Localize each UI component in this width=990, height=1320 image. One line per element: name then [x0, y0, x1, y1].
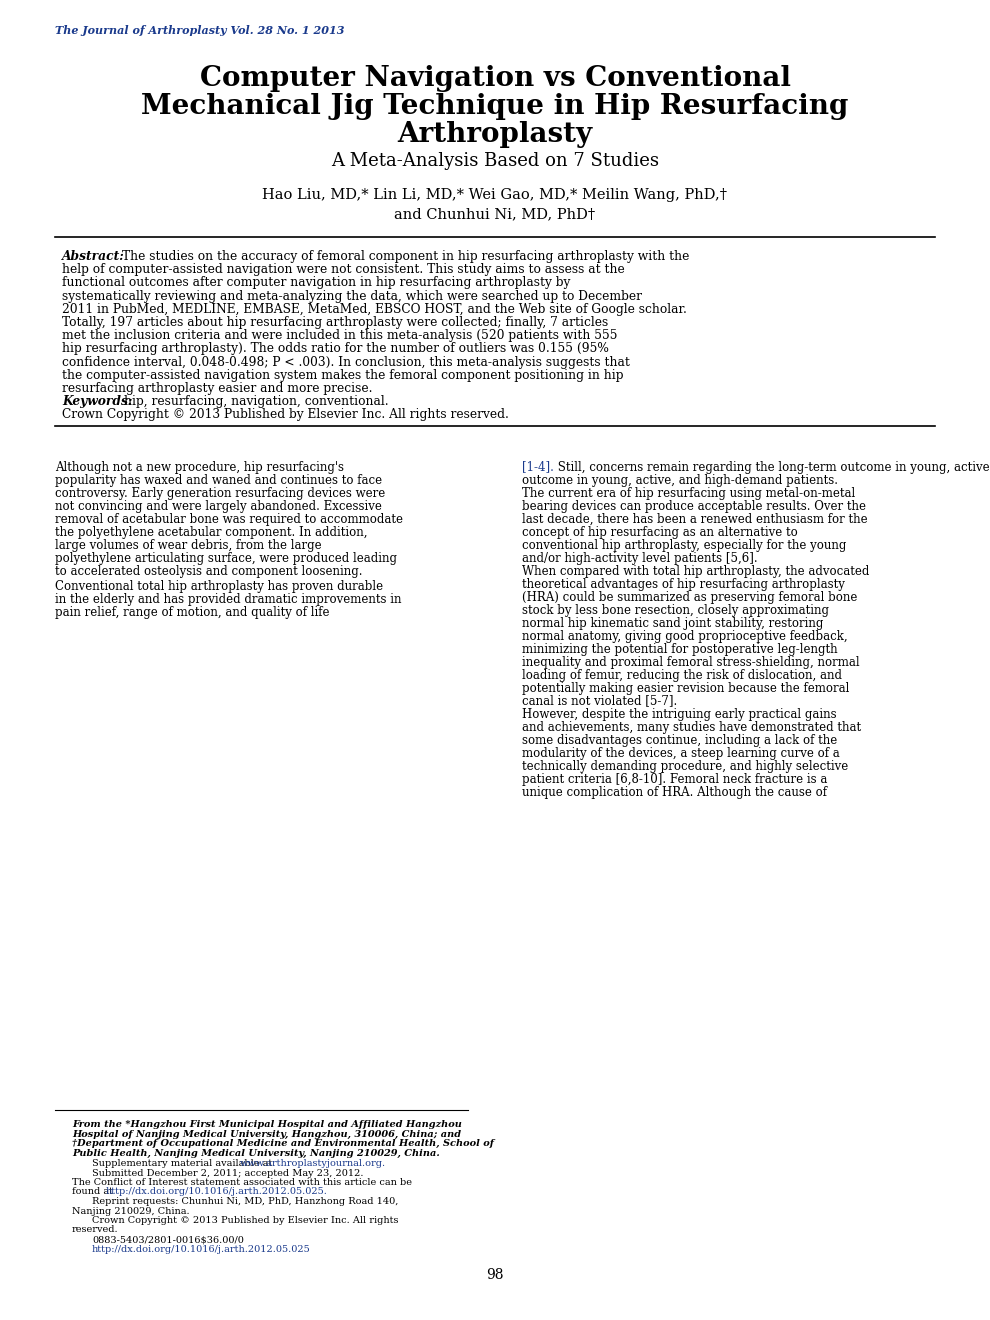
Text: Public Health, Nanjing Medical University, Nanjing 210029, China.: Public Health, Nanjing Medical Universit…	[72, 1148, 440, 1158]
Text: Submitted December 2, 2011; accepted May 23, 2012.: Submitted December 2, 2011; accepted May…	[92, 1168, 363, 1177]
Text: Although not a new procedure, hip resurfacing's: Although not a new procedure, hip resurf…	[55, 461, 344, 474]
Text: and/or high-activity level patients [5,6].: and/or high-activity level patients [5,6…	[522, 552, 757, 565]
Text: (HRA) could be summarized as preserving femoral bone: (HRA) could be summarized as preserving …	[522, 590, 857, 603]
Text: outcome in young, active, and high-demand patients.: outcome in young, active, and high-deman…	[522, 474, 838, 487]
Text: the computer-assisted navigation system makes the femoral component positioning : the computer-assisted navigation system …	[62, 368, 624, 381]
Text: conventional hip arthroplasty, especially for the young: conventional hip arthroplasty, especiall…	[522, 539, 846, 552]
Text: modularity of the devices, a steep learning curve of a: modularity of the devices, a steep learn…	[522, 747, 840, 759]
Text: www.arthroplastyjournal.org.: www.arthroplastyjournal.org.	[240, 1159, 386, 1168]
Text: canal is not violated [5-7].: canal is not violated [5-7].	[522, 694, 677, 708]
Text: last decade, there has been a renewed enthusiasm for the: last decade, there has been a renewed en…	[522, 512, 867, 525]
Text: functional outcomes after computer navigation in hip resurfacing arthroplasty by: functional outcomes after computer navig…	[62, 276, 570, 289]
Text: From the *Hangzhou First Municipal Hospital and Affiliated Hangzhou: From the *Hangzhou First Municipal Hospi…	[72, 1119, 462, 1129]
Text: found at: found at	[72, 1188, 116, 1196]
Text: resurfacing arthroplasty easier and more precise.: resurfacing arthroplasty easier and more…	[62, 381, 372, 395]
Text: reserved.: reserved.	[72, 1225, 119, 1234]
Text: Mechanical Jig Technique in Hip Resurfacing: Mechanical Jig Technique in Hip Resurfac…	[142, 92, 848, 120]
Text: help of computer-assisted navigation were not consistent. This study aims to ass: help of computer-assisted navigation wer…	[62, 263, 625, 276]
Text: http://dx.doi.org/10.1016/j.arth.2012.05.025.: http://dx.doi.org/10.1016/j.arth.2012.05…	[106, 1188, 328, 1196]
Text: unique complication of HRA. Although the cause of: unique complication of HRA. Although the…	[522, 785, 827, 799]
Text: Hospital of Nanjing Medical University, Hangzhou, 310006, China; and: Hospital of Nanjing Medical University, …	[72, 1130, 461, 1139]
Text: 2011 in PubMed, MEDLINE, EMBASE, MetaMed, EBSCO HOST, and the Web site of Google: 2011 in PubMed, MEDLINE, EMBASE, MetaMed…	[62, 302, 687, 315]
Text: A Meta-Analysis Based on 7 Studies: A Meta-Analysis Based on 7 Studies	[331, 152, 659, 170]
Text: http://dx.doi.org/10.1016/j.arth.2012.05.025: http://dx.doi.org/10.1016/j.arth.2012.05…	[92, 1245, 311, 1254]
Text: theoretical advantages of hip resurfacing arthroplasty: theoretical advantages of hip resurfacin…	[522, 578, 844, 590]
Text: patient criteria [6,8-10]. Femoral neck fracture is a: patient criteria [6,8-10]. Femoral neck …	[522, 772, 828, 785]
Text: [1-4].: [1-4].	[522, 461, 553, 474]
Text: hip, resurfacing, navigation, conventional.: hip, resurfacing, navigation, convention…	[124, 395, 389, 408]
Text: pain relief, range of motion, and quality of life: pain relief, range of motion, and qualit…	[55, 606, 330, 619]
Text: Conventional total hip arthroplasty has proven durable: Conventional total hip arthroplasty has …	[55, 579, 383, 593]
Text: removal of acetabular bone was required to accommodate: removal of acetabular bone was required …	[55, 512, 403, 525]
Text: polyethylene articulating surface, were produced leading: polyethylene articulating surface, were …	[55, 552, 397, 565]
Text: 0883-5403/2801-0016$36.00/0: 0883-5403/2801-0016$36.00/0	[92, 1236, 244, 1243]
Text: When compared with total hip arthroplasty, the advocated: When compared with total hip arthroplast…	[522, 565, 869, 578]
Text: normal hip kinematic sand joint stability, restoring: normal hip kinematic sand joint stabilit…	[522, 616, 824, 630]
Text: met the inclusion criteria and were included in this meta-analysis (520 patients: met the inclusion criteria and were incl…	[62, 329, 618, 342]
Text: Totally, 197 articles about hip resurfacing arthroplasty were collected; finally: Totally, 197 articles about hip resurfac…	[62, 315, 608, 329]
Text: Supplementary material available at: Supplementary material available at	[92, 1159, 275, 1168]
Text: potentially making easier revision because the femoral: potentially making easier revision becau…	[522, 681, 849, 694]
Text: Abstract:: Abstract:	[62, 249, 125, 263]
Text: †Department of Occupational Medicine and Environmental Health, School of: †Department of Occupational Medicine and…	[72, 1139, 494, 1148]
Text: The Conflict of Interest statement associated with this article can be: The Conflict of Interest statement assoc…	[72, 1177, 412, 1187]
Text: technically demanding procedure, and highly selective: technically demanding procedure, and hig…	[522, 759, 848, 772]
Text: bearing devices can produce acceptable results. Over the: bearing devices can produce acceptable r…	[522, 499, 866, 512]
Text: inequality and proximal femoral stress-shielding, normal: inequality and proximal femoral stress-s…	[522, 656, 859, 669]
Text: not convincing and were largely abandoned. Excessive: not convincing and were largely abandone…	[55, 499, 382, 512]
Text: in the elderly and has provided dramatic improvements in: in the elderly and has provided dramatic…	[55, 593, 402, 606]
Text: The studies on the accuracy of femoral component in hip resurfacing arthroplasty: The studies on the accuracy of femoral c…	[122, 249, 689, 263]
Text: The current era of hip resurfacing using metal-on-metal: The current era of hip resurfacing using…	[522, 487, 855, 499]
Text: to accelerated osteolysis and component loosening.: to accelerated osteolysis and component …	[55, 565, 362, 578]
Text: Reprint requests: Chunhui Ni, MD, PhD, Hanzhong Road 140,: Reprint requests: Chunhui Ni, MD, PhD, H…	[92, 1197, 398, 1206]
Text: the polyethylene acetabular component. In addition,: the polyethylene acetabular component. I…	[55, 525, 367, 539]
Text: and achievements, many studies have demonstrated that: and achievements, many studies have demo…	[522, 721, 861, 734]
Text: Arthroplasty: Arthroplasty	[397, 121, 593, 148]
Text: normal anatomy, giving good proprioceptive feedback,: normal anatomy, giving good propriocepti…	[522, 630, 847, 643]
Text: Crown Copyright © 2013 Published by Elsevier Inc. All rights reserved.: Crown Copyright © 2013 Published by Else…	[62, 408, 509, 421]
Text: Keywords:: Keywords:	[62, 395, 133, 408]
Text: and Chunhui Ni, MD, PhD†: and Chunhui Ni, MD, PhD†	[394, 207, 596, 220]
Text: confidence interval, 0.048-0.498; P < .003). In conclusion, this meta-analysis s: confidence interval, 0.048-0.498; P < .0…	[62, 355, 630, 368]
Text: concept of hip resurfacing as an alternative to: concept of hip resurfacing as an alterna…	[522, 525, 798, 539]
Text: The Journal of Arthroplasty Vol. 28 No. 1 2013: The Journal of Arthroplasty Vol. 28 No. …	[55, 25, 345, 36]
Text: Hao Liu, MD,* Lin Li, MD,* Wei Gao, MD,* Meilin Wang, PhD,†: Hao Liu, MD,* Lin Li, MD,* Wei Gao, MD,*…	[262, 187, 728, 202]
Text: minimizing the potential for postoperative leg-length: minimizing the potential for postoperati…	[522, 643, 838, 656]
Text: 98: 98	[486, 1269, 504, 1282]
Text: systematically reviewing and meta-analyzing the data, which were searched up to : systematically reviewing and meta-analyz…	[62, 289, 642, 302]
Text: Nanjing 210029, China.: Nanjing 210029, China.	[72, 1206, 190, 1216]
Text: Still, concerns remain regarding the long-term outcome in young, active, and hig: Still, concerns remain regarding the lon…	[554, 461, 990, 474]
Text: some disadvantages continue, including a lack of the: some disadvantages continue, including a…	[522, 734, 838, 747]
Text: popularity has waxed and waned and continues to face: popularity has waxed and waned and conti…	[55, 474, 382, 487]
Text: Computer Navigation vs Conventional: Computer Navigation vs Conventional	[200, 65, 790, 92]
Text: However, despite the intriguing early practical gains: However, despite the intriguing early pr…	[522, 708, 837, 721]
Text: stock by less bone resection, closely approximating: stock by less bone resection, closely ap…	[522, 603, 829, 616]
Text: loading of femur, reducing the risk of dislocation, and: loading of femur, reducing the risk of d…	[522, 669, 842, 681]
Text: controversy. Early generation resurfacing devices were: controversy. Early generation resurfacin…	[55, 487, 385, 499]
Text: hip resurfacing arthroplasty). The odds ratio for the number of outliers was 0.1: hip resurfacing arthroplasty). The odds …	[62, 342, 609, 355]
Text: large volumes of wear debris, from the large: large volumes of wear debris, from the l…	[55, 539, 322, 552]
Text: Crown Copyright © 2013 Published by Elsevier Inc. All rights: Crown Copyright © 2013 Published by Else…	[92, 1216, 399, 1225]
